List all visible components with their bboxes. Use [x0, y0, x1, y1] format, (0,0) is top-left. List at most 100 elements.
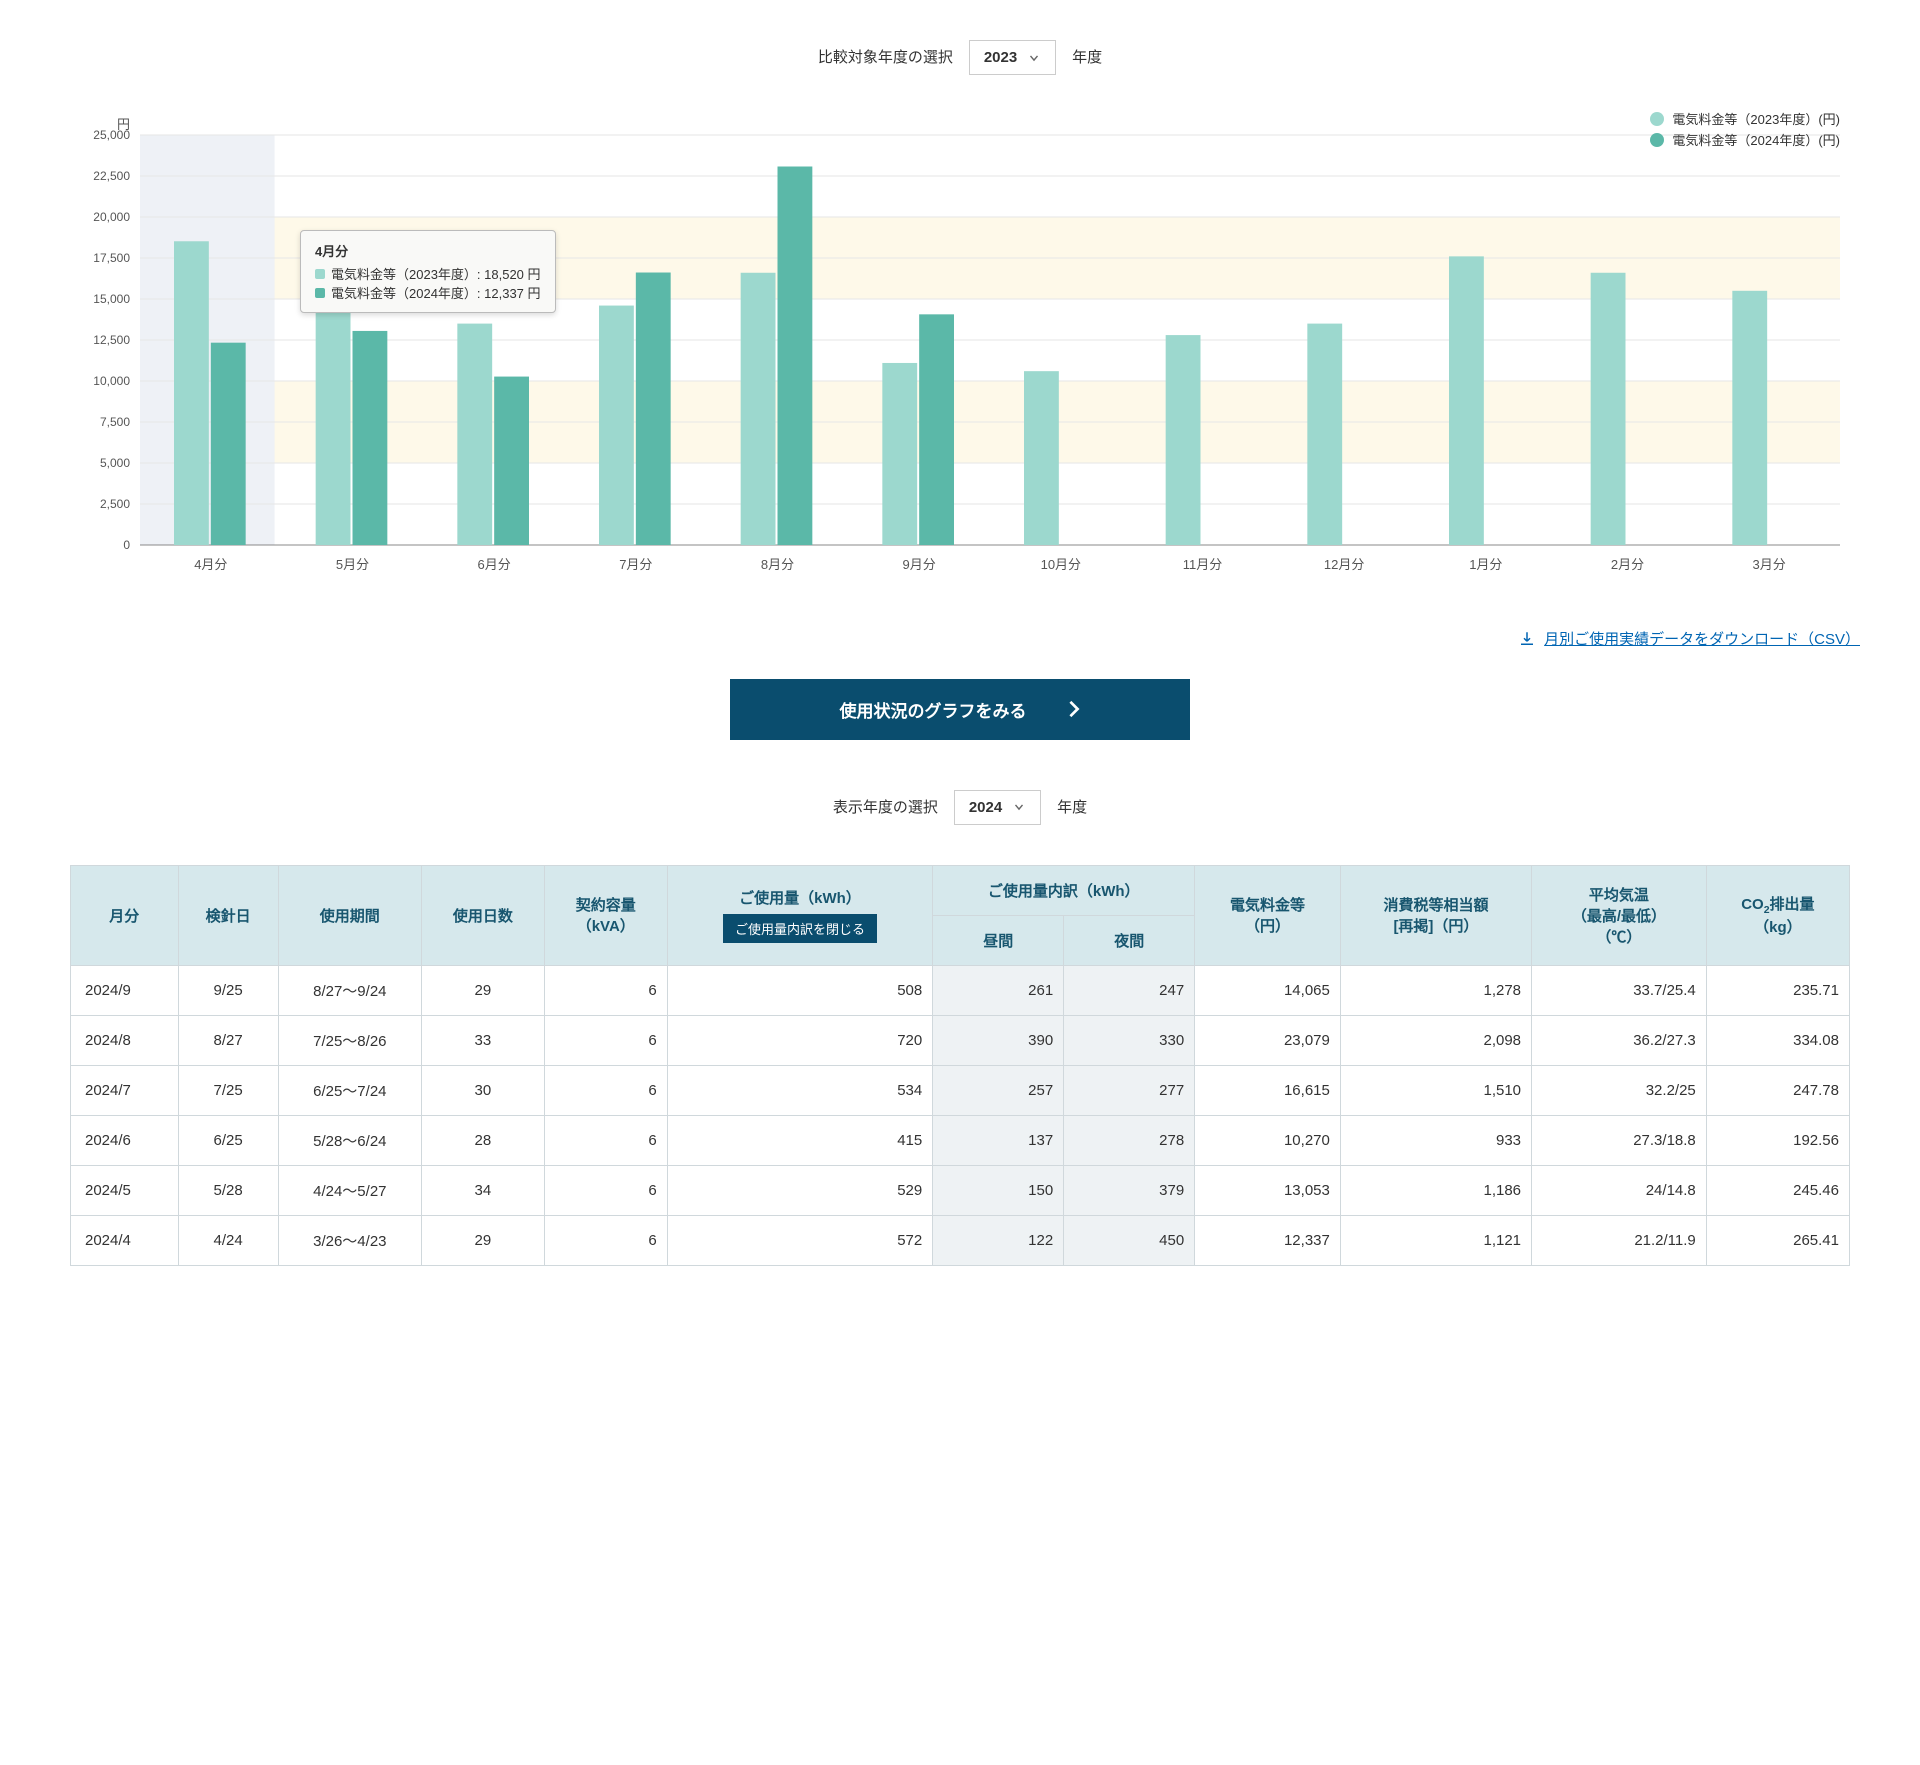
th-day: 昼間	[933, 915, 1064, 965]
legend-swatch	[1650, 112, 1664, 126]
cell-month: 2024/7	[71, 1065, 179, 1115]
cell-temp: 33.7/25.4	[1532, 965, 1707, 1015]
download-csv-link[interactable]: 月別ご使用実績データをダウンロード（CSV）	[1518, 628, 1860, 649]
cell-meter: 6/25	[178, 1115, 278, 1165]
cell-temp: 36.2/27.3	[1532, 1015, 1707, 1065]
svg-text:12月分: 12月分	[1324, 557, 1364, 572]
cell-days: 28	[421, 1115, 544, 1165]
svg-text:6月分: 6月分	[478, 557, 511, 572]
bar[interactable]	[1024, 371, 1059, 545]
bar[interactable]	[1307, 324, 1342, 545]
bar-chart[interactable]: 02,5005,0007,50010,00012,50015,00017,500…	[70, 115, 1850, 595]
legend-swatch	[1650, 133, 1664, 147]
th-tax: 消費税等相当額[再掲]（円）	[1340, 865, 1531, 965]
bar[interactable]	[457, 324, 492, 545]
usage-table: 月分 検針日 使用期間 使用日数 契約容量（kVA） ご使用量（kWh）ご使用量…	[70, 865, 1850, 1266]
svg-text:10,000: 10,000	[93, 374, 130, 388]
cell-day: 122	[933, 1215, 1064, 1265]
bar[interactable]	[1591, 273, 1626, 545]
bar[interactable]	[494, 377, 529, 545]
bar[interactable]	[636, 273, 671, 545]
chevron-right-icon	[1067, 700, 1081, 718]
cell-kwh: 529	[667, 1165, 933, 1215]
cell-kwh: 534	[667, 1065, 933, 1115]
cell-tax: 1,510	[1340, 1065, 1531, 1115]
bar[interactable]	[778, 167, 813, 545]
compare-year-dropdown[interactable]: 2023	[969, 40, 1056, 75]
cell-night: 379	[1064, 1165, 1195, 1215]
bar[interactable]	[599, 306, 634, 545]
cell-days: 33	[421, 1015, 544, 1065]
bar[interactable]	[741, 273, 776, 545]
svg-text:1月分: 1月分	[1469, 557, 1502, 572]
cell-kva: 6	[544, 1065, 667, 1115]
bar[interactable]	[882, 363, 917, 545]
legend-item: 電気料金等（2024年度）(円)	[1650, 130, 1840, 149]
cell-yen: 16,615	[1195, 1065, 1341, 1115]
cell-yen: 14,065	[1195, 965, 1341, 1015]
table-row: 2024/4 4/24 3/26～4/23 29 6 572 122 450 1…	[71, 1215, 1850, 1265]
table-row: 2024/8 8/27 7/25～8/26 33 6 720 390 330 2…	[71, 1015, 1850, 1065]
cell-night: 277	[1064, 1065, 1195, 1115]
cell-month: 2024/6	[71, 1115, 179, 1165]
chart-tooltip: 4月分 電気料金等（2023年度）: 18,520 円 電気料金等（2024年度…	[300, 230, 556, 313]
cell-period: 6/25～7/24	[278, 1065, 421, 1115]
svg-text:8月分: 8月分	[761, 557, 794, 572]
svg-text:0: 0	[123, 538, 130, 552]
svg-text:3月分: 3月分	[1753, 557, 1786, 572]
cell-co2: 235.71	[1706, 965, 1849, 1015]
bar[interactable]	[919, 314, 954, 545]
th-month: 月分	[71, 865, 179, 965]
svg-text:9月分: 9月分	[903, 557, 936, 572]
usage-table-head: 月分 検針日 使用期間 使用日数 契約容量（kVA） ご使用量（kWh）ご使用量…	[71, 865, 1850, 965]
tooltip-line: 電気料金等（2024年度）: 12,337 円	[315, 283, 541, 302]
th-meter-date: 検針日	[178, 865, 278, 965]
cell-kva: 6	[544, 965, 667, 1015]
cell-period: 3/26～4/23	[278, 1215, 421, 1265]
th-breakdown-group: ご使用量内訳（kWh）	[933, 865, 1195, 915]
svg-text:2月分: 2月分	[1611, 557, 1644, 572]
cell-night: 247	[1064, 965, 1195, 1015]
bar[interactable]	[174, 241, 209, 545]
table-year-row: 表示年度の選択 2024 年度	[30, 790, 1890, 825]
table-row: 2024/5 5/28 4/24～5/27 34 6 529 150 379 1…	[71, 1165, 1850, 1215]
cell-meter: 9/25	[178, 965, 278, 1015]
cell-tax: 1,186	[1340, 1165, 1531, 1215]
usage-graph-button-label: 使用状況のグラフをみる	[840, 697, 1027, 722]
cell-days: 30	[421, 1065, 544, 1115]
cell-yen: 23,079	[1195, 1015, 1341, 1065]
cell-co2: 192.56	[1706, 1115, 1849, 1165]
svg-text:12,500: 12,500	[93, 333, 130, 347]
th-co2: CO2排出量（kg）	[1706, 865, 1849, 965]
cell-yen: 13,053	[1195, 1165, 1341, 1215]
bar[interactable]	[1732, 291, 1767, 545]
chart-legend: 電気料金等（2023年度）(円) 電気料金等（2024年度）(円)	[1650, 109, 1840, 151]
close-breakdown-button[interactable]: ご使用量内訳を閉じる	[723, 914, 877, 943]
cell-days: 29	[421, 965, 544, 1015]
th-night: 夜間	[1064, 915, 1195, 965]
compare-year-label: 比較対象年度の選択	[818, 49, 953, 66]
th-days: 使用日数	[421, 865, 544, 965]
th-contract: 契約容量（kVA）	[544, 865, 667, 965]
cell-month: 2024/4	[71, 1215, 179, 1265]
cell-kva: 6	[544, 1165, 667, 1215]
table-year-dropdown[interactable]: 2024	[954, 790, 1041, 825]
svg-text:7月分: 7月分	[619, 557, 652, 572]
bar[interactable]	[316, 306, 351, 545]
bar[interactable]	[1449, 256, 1484, 545]
cell-meter: 5/28	[178, 1165, 278, 1215]
download-icon	[1518, 630, 1536, 648]
usage-table-body: 2024/9 9/25 8/27～9/24 29 6 508 261 247 1…	[71, 965, 1850, 1265]
table-row: 2024/7 7/25 6/25～7/24 30 6 534 257 277 1…	[71, 1065, 1850, 1115]
bar[interactable]	[353, 331, 388, 545]
cell-temp: 27.3/18.8	[1532, 1115, 1707, 1165]
th-usage: ご使用量（kWh）ご使用量内訳を閉じる	[667, 865, 933, 965]
cell-days: 34	[421, 1165, 544, 1215]
bar[interactable]	[211, 343, 246, 545]
table-row: 2024/6 6/25 5/28～6/24 28 6 415 137 278 1…	[71, 1115, 1850, 1165]
cell-temp: 32.2/25	[1532, 1065, 1707, 1115]
cell-month: 2024/5	[71, 1165, 179, 1215]
cell-kwh: 508	[667, 965, 933, 1015]
usage-graph-button[interactable]: 使用状況のグラフをみる	[730, 679, 1190, 740]
bar[interactable]	[1166, 335, 1201, 545]
